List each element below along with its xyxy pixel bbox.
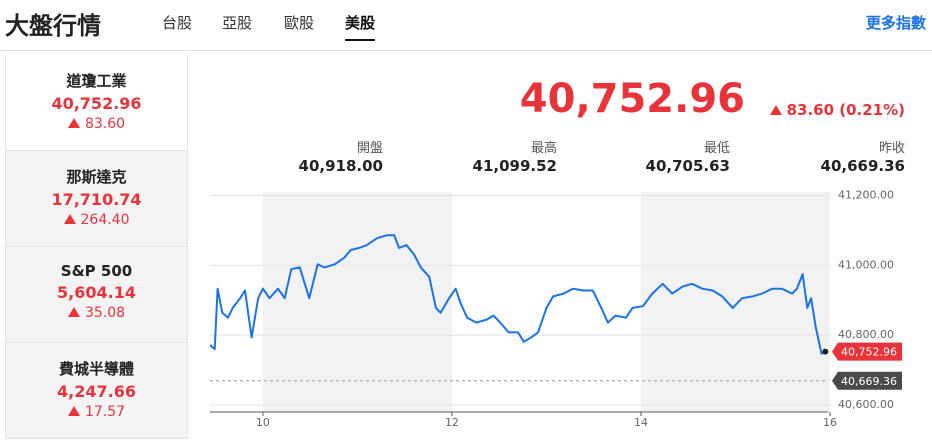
index-change: 35.08 <box>6 305 187 321</box>
y-tick-label: 41,200.00 <box>838 188 894 201</box>
y-tick-label: 40,800.00 <box>838 328 894 341</box>
up-arrow <box>67 307 80 317</box>
index-change: 264.40 <box>6 212 187 228</box>
chart: 40,600.00 40,800.00 41,000.00 41,200.00 10 12… <box>209 188 902 429</box>
change-text: 83.60 <box>84 116 126 132</box>
stat-value: 40,669.36 <box>820 157 905 175</box>
tab[interactable]: 台股 <box>162 14 193 32</box>
tab[interactable]: 亞股 <box>222 14 253 32</box>
stat-label: 昨收 <box>878 141 905 156</box>
price-line <box>209 234 826 355</box>
price-tag-label: 40,669.36 <box>841 375 897 388</box>
price-tag-label: 40,752.96 <box>841 346 897 359</box>
y-tick-label: 40,600.00 <box>838 398 894 411</box>
x-tick-label: 14 <box>634 416 648 429</box>
x-tick-label: 12 <box>445 416 459 429</box>
index-value: 4,247.66 <box>57 382 136 401</box>
up-arrow <box>67 406 80 416</box>
stat-value: 40,918.00 <box>298 157 383 175</box>
quote-value: 40,752.96 <box>519 76 745 122</box>
tab[interactable]: 美股 <box>345 12 376 41</box>
index-change: 17.57 <box>6 404 187 420</box>
more-link[interactable]: 更多指數 <box>865 14 926 32</box>
index-item[interactable]: 道瓊工業 40,752.96 83.60 <box>5 55 188 151</box>
stat-label: 最低 <box>703 141 730 156</box>
x-tick-label: 16 <box>823 416 837 429</box>
index-change: 83.60 <box>6 116 187 132</box>
y-tick-label: 41,000.00 <box>838 258 894 271</box>
price-tag <box>832 342 902 361</box>
stat-value: 40,705.63 <box>645 157 730 175</box>
index-value: 5,604.14 <box>57 283 136 302</box>
session-band <box>262 192 452 412</box>
index-name: 費城半導體 <box>58 360 134 378</box>
up-arrow <box>67 118 80 128</box>
quote-change: 83.60 (0.21%) <box>769 101 905 119</box>
up-arrow <box>63 214 76 224</box>
stat-label: 最高 <box>530 141 557 156</box>
stat-label: 開盤 <box>356 141 383 156</box>
tab[interactable]: 歐股 <box>284 14 315 32</box>
index-value: 17,710.74 <box>51 190 142 209</box>
session-band <box>640 192 830 412</box>
stat-value: 41,099.52 <box>472 157 557 175</box>
last-point <box>822 348 829 355</box>
x-tick-label: 10 <box>256 416 270 429</box>
change-text: 264.40 <box>80 212 130 228</box>
divider <box>0 50 932 51</box>
index-item[interactable]: 那斯達克 17,710.74 264.40 <box>5 151 188 247</box>
page-title: 大盤行情 <box>5 12 101 40</box>
change-text: 17.57 <box>84 404 126 420</box>
up-arrow <box>769 105 782 115</box>
index-name: 道瓊工業 <box>66 72 127 90</box>
index-item[interactable]: S&P 500 5,604.14 35.08 <box>5 247 188 343</box>
index-name: 那斯達克 <box>66 168 127 186</box>
change-text: 83.60 (0.21%) <box>786 101 905 119</box>
index-name: S&P 500 <box>60 262 133 280</box>
price-tag <box>832 371 902 390</box>
index-value: 40,752.96 <box>51 94 142 113</box>
index-item[interactable]: 費城半導體 4,247.66 17.57 <box>5 343 188 439</box>
change-text: 35.08 <box>84 305 126 321</box>
